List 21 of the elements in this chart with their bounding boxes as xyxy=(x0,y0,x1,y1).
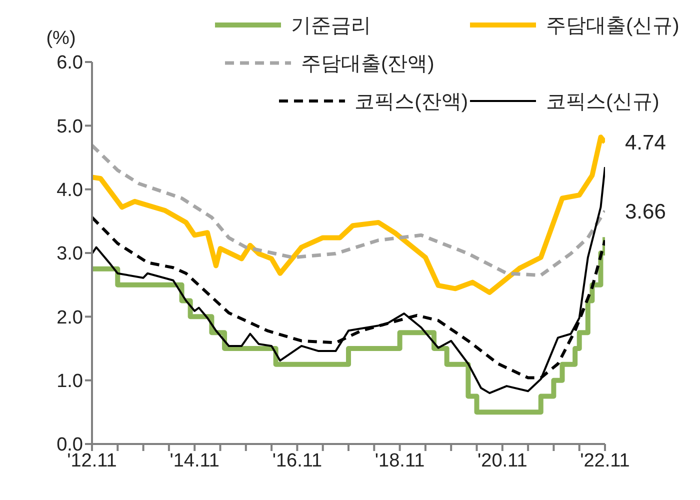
x-tick-label: '14.11 xyxy=(170,450,220,472)
legend-label: 주담대출(신규) xyxy=(546,14,680,38)
legend-label: 코픽스(잔액) xyxy=(354,90,468,114)
x-tick-label: '16.11 xyxy=(272,450,322,472)
legend-label: 기준금리 xyxy=(291,14,371,38)
line-series xyxy=(92,144,605,278)
annotation: 3.66 xyxy=(625,200,666,224)
y-tick-label: 6.0 xyxy=(56,52,83,74)
x-tick-label: '22.11 xyxy=(580,450,630,472)
legend-label: 코픽스(신규) xyxy=(546,90,660,114)
y-tick-label: 3.0 xyxy=(56,244,83,265)
y-tick-label: 4.0 xyxy=(56,180,83,202)
line-series xyxy=(92,166,605,394)
y-tick-label: 5.0 xyxy=(56,116,83,138)
annotation: 4.74 xyxy=(625,132,666,155)
legend-label: 주담대출(잔액) xyxy=(301,52,434,76)
y-axis-title: (%) xyxy=(46,28,76,49)
y-tick-label: 1.0 xyxy=(56,371,83,392)
x-tick-label: '18.11 xyxy=(374,450,425,472)
y-tick-label: 2.0 xyxy=(56,307,83,328)
x-tick-label: '20.11 xyxy=(478,450,528,472)
